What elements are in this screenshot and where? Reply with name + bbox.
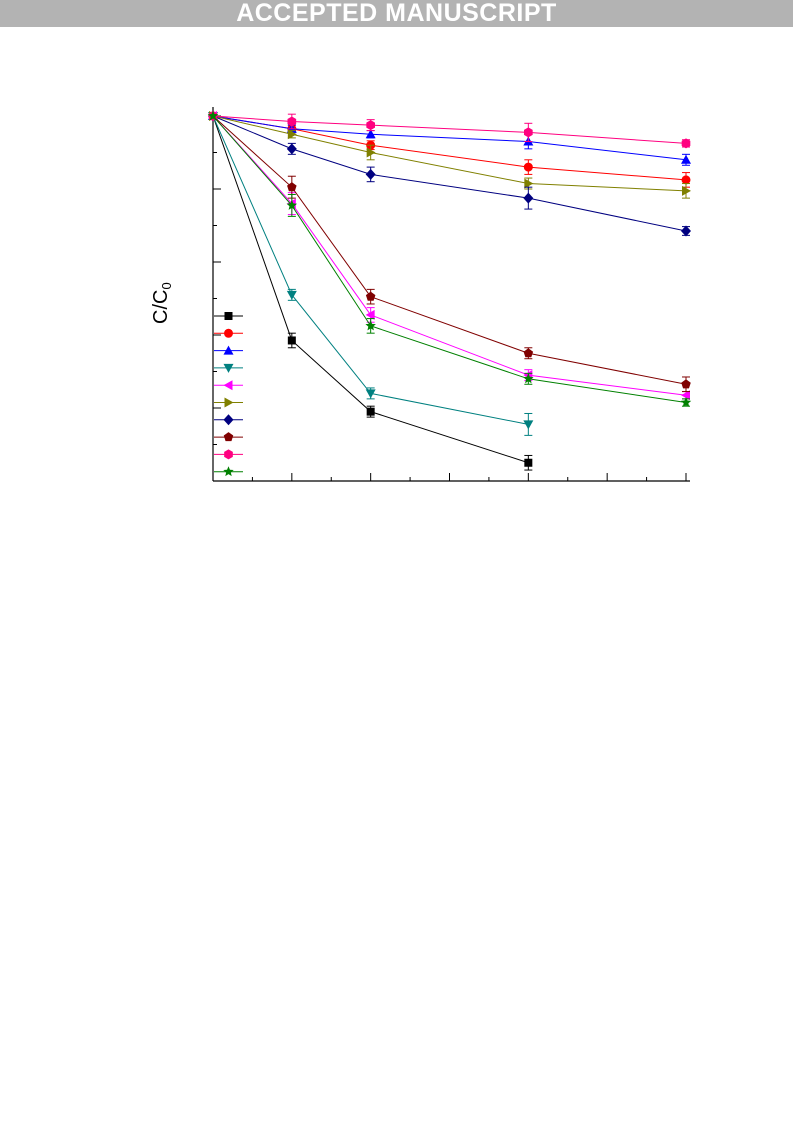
data-point bbox=[682, 185, 691, 196]
y-axis-label-sub: 0 bbox=[159, 282, 174, 290]
legend-marker bbox=[223, 363, 234, 373]
legend-marker bbox=[223, 414, 234, 426]
series-line bbox=[212, 115, 687, 181]
data-point bbox=[524, 178, 534, 189]
data-point bbox=[286, 199, 298, 210]
series-line bbox=[212, 115, 687, 144]
data-point bbox=[366, 407, 375, 416]
y-axis-label-wrap: C/C0 bbox=[118, 262, 174, 332]
legend-marker bbox=[223, 432, 234, 442]
accepted-manuscript-banner: ACCEPTED MANUSCRIPT bbox=[0, 0, 793, 27]
data-point bbox=[681, 379, 691, 389]
data-point bbox=[681, 175, 691, 185]
data-point bbox=[287, 336, 296, 345]
data-point bbox=[681, 138, 691, 149]
series-line bbox=[212, 115, 529, 425]
legend-marker bbox=[223, 466, 234, 477]
legend-marker bbox=[224, 328, 233, 338]
legend-marker bbox=[224, 449, 233, 460]
data-point bbox=[680, 397, 692, 407]
data-point bbox=[523, 373, 534, 384]
data-point bbox=[523, 348, 534, 358]
data-point bbox=[681, 390, 690, 401]
data-point bbox=[524, 458, 533, 467]
data-point bbox=[365, 129, 376, 139]
data-point bbox=[523, 420, 534, 430]
y-axis-label-main: C/C bbox=[150, 289, 172, 324]
data-point bbox=[365, 291, 376, 301]
data-point bbox=[681, 154, 691, 164]
data-point bbox=[207, 110, 219, 121]
y-axis-label: C/C0 bbox=[150, 282, 174, 324]
data-point bbox=[286, 290, 297, 300]
legend-marker bbox=[224, 312, 233, 320]
data-point bbox=[365, 309, 375, 320]
data-point bbox=[365, 320, 376, 331]
data-point bbox=[366, 120, 375, 131]
series-line bbox=[212, 115, 687, 404]
series-line bbox=[212, 115, 687, 396]
data-point bbox=[523, 162, 533, 172]
legend-marker bbox=[223, 380, 233, 391]
series-line bbox=[212, 115, 687, 232]
series-line bbox=[212, 115, 687, 161]
series-line bbox=[212, 115, 529, 464]
data-point bbox=[366, 147, 376, 158]
data-point bbox=[286, 143, 297, 155]
legend-marker bbox=[224, 397, 234, 408]
data-point bbox=[365, 168, 376, 180]
data-point bbox=[523, 192, 534, 204]
data-point bbox=[681, 225, 691, 237]
data-point bbox=[365, 389, 376, 399]
data-point bbox=[524, 127, 533, 138]
legend-marker bbox=[223, 345, 234, 355]
data-point bbox=[287, 116, 297, 127]
data-point bbox=[287, 129, 297, 140]
data-point bbox=[287, 182, 297, 192]
